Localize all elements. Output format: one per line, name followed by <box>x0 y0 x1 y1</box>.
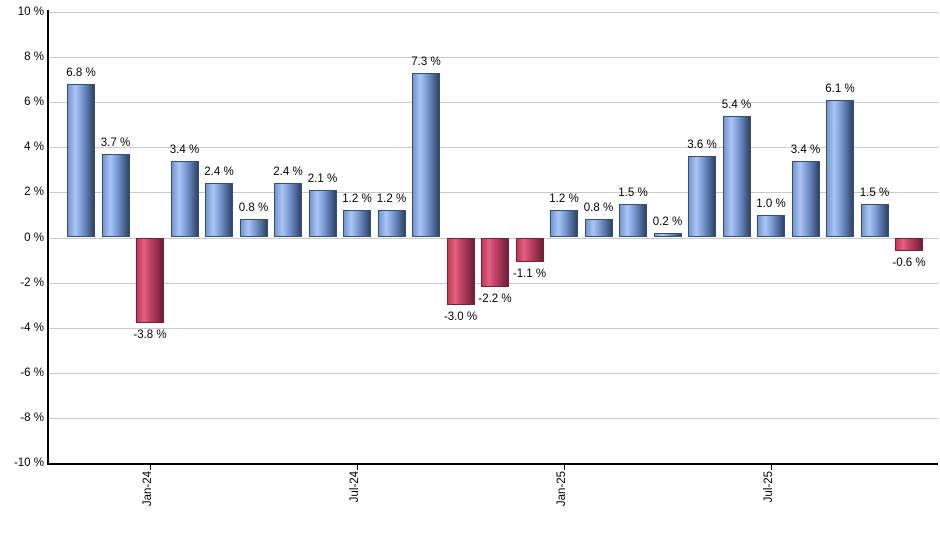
x-axis-tick-label: Jul-24 <box>349 471 361 503</box>
bar-value-label: -0.6 % <box>892 257 926 270</box>
bar-value-label: 1.2 % <box>549 193 579 206</box>
bar-value-label: 1.2 % <box>342 193 372 206</box>
bar <box>412 72 440 238</box>
bar-value-label: 1.0 % <box>756 197 786 210</box>
bar <box>377 210 406 238</box>
x-axis-tick-label: Jan-25 <box>556 471 568 507</box>
y-axis-tick-label: -10 % <box>13 457 44 469</box>
bar-value-label: 7.3 % <box>411 55 441 68</box>
x-axis-tick <box>564 465 565 470</box>
plot-area: 6.8 % 3.7 % -3.8 % 3.4 % 2.4 % 0.8 % 2.4 % 2.1 … <box>49 12 938 463</box>
bar <box>584 219 613 238</box>
bar-value-label: -3.0 % <box>443 311 478 324</box>
bar <box>757 214 785 238</box>
bar <box>239 219 268 238</box>
bar-value-label: -1.1 % <box>512 268 547 281</box>
x-axis-line <box>47 463 938 465</box>
bar-value-label: 0.8 % <box>238 202 269 215</box>
gridline <box>49 57 938 59</box>
gridline <box>49 192 938 194</box>
bar-value-label: 1.2 % <box>376 193 407 206</box>
bar <box>67 84 95 238</box>
bar <box>860 203 889 238</box>
y-axis-tick-label: -2 % <box>20 276 44 289</box>
bar <box>619 203 647 238</box>
bar-value-label: 1.5 % <box>618 186 648 199</box>
bar-value-label: 3.6 % <box>687 139 717 152</box>
bar <box>515 237 544 263</box>
bar-value-label: 3.4 % <box>790 143 821 156</box>
bar-value-label: -2.2 % <box>478 293 512 306</box>
bar <box>274 183 302 238</box>
bar <box>791 160 820 238</box>
y-axis-line <box>47 10 49 465</box>
bar <box>343 210 371 238</box>
bar-value-label: 0.2 % <box>652 215 683 228</box>
y-axis-tick-label: 2 % <box>24 186 44 199</box>
bar-value-label: 2.1 % <box>307 173 338 186</box>
bar <box>101 154 130 238</box>
bar <box>895 237 923 252</box>
y-axis-tick-label: 8 % <box>24 51 44 64</box>
gridline <box>49 102 938 104</box>
bar-value-label: 2.4 % <box>204 166 234 179</box>
bar-value-label: 5.4 % <box>721 98 752 111</box>
bar <box>205 183 233 238</box>
bar <box>688 156 716 238</box>
bar-value-label: 2.4 % <box>273 166 303 179</box>
bar-value-label: 3.4 % <box>169 143 200 156</box>
gridline <box>49 147 938 149</box>
x-axis-tick <box>150 465 151 470</box>
bar <box>446 237 475 306</box>
bar <box>481 237 509 288</box>
bar-value-label: 3.7 % <box>100 137 131 150</box>
bar <box>653 232 682 238</box>
bar-value-label: 0.8 % <box>583 202 614 215</box>
y-axis-tick-label: -8 % <box>20 411 44 424</box>
bar <box>170 160 199 238</box>
bar-value-label: -3.8 % <box>133 329 167 342</box>
y-axis-tick-label: 10 % <box>17 6 44 18</box>
bar-value-label: 1.5 % <box>859 186 890 199</box>
bar <box>826 99 854 238</box>
bar <box>308 190 337 238</box>
x-axis-tick <box>357 465 358 470</box>
gridline <box>49 327 938 329</box>
y-axis-tick-label: -4 % <box>20 321 44 334</box>
bar <box>136 237 164 324</box>
y-axis-tick-label: -6 % <box>20 366 44 379</box>
gridline <box>49 372 938 374</box>
bar-value-label: 6.8 % <box>66 67 96 80</box>
y-axis-tick-label: 0 % <box>24 231 44 244</box>
y-axis-tick-label: 6 % <box>24 96 44 109</box>
bar-value-label: 6.1 % <box>825 82 855 95</box>
gridline <box>49 417 938 419</box>
x-axis-tick <box>771 465 772 470</box>
y-axis-tick-label: 4 % <box>24 141 44 154</box>
x-axis-tick-label: Jan-24 <box>142 471 154 507</box>
bar <box>722 115 751 238</box>
bar <box>550 210 578 238</box>
x-axis-tick-label: Jul-25 <box>763 471 775 503</box>
gridline <box>49 12 938 13</box>
